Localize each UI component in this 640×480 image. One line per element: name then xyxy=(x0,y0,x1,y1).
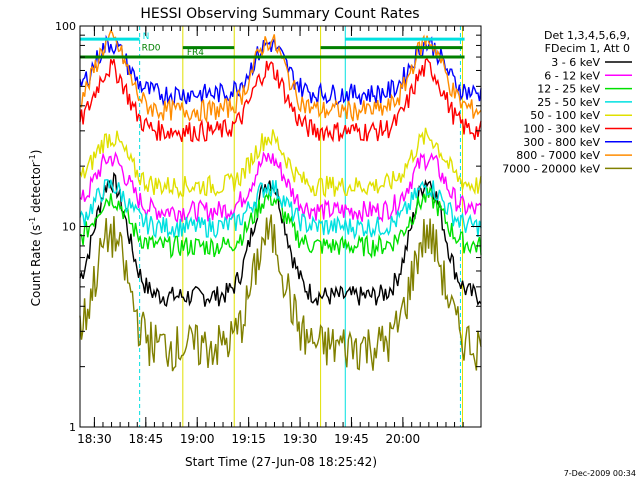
legend-label-2: 6 - 12 keV xyxy=(544,69,600,82)
y-axis-label-main: Count Rate (s xyxy=(29,225,43,307)
x-tick-label: 19:30 xyxy=(283,432,318,446)
chart-title: HESSI Observing Summary Count Rates xyxy=(140,6,419,22)
y-axis-label-sup: -1 xyxy=(28,217,37,225)
x-tick-label: 19:15 xyxy=(231,432,266,446)
footer-date: 7-Dec-2009 00:34 xyxy=(564,469,636,478)
y-tick-label: 10 xyxy=(62,221,76,234)
legend-label-1: 3 - 6 keV xyxy=(551,56,600,69)
flag-label-n: N xyxy=(143,32,150,42)
flag-label-rd0: RD0 xyxy=(142,44,161,54)
y-axis-label-sup2: -1 xyxy=(28,154,37,162)
x-axis-label: Start Time (27-Jun-08 18:25:42) xyxy=(185,455,377,469)
y-tick-label: 100 xyxy=(55,20,76,33)
plot-frame xyxy=(79,25,482,428)
y-axis-label-close: ) xyxy=(29,150,43,155)
legend-label-4: 25 - 50 keV xyxy=(537,96,600,109)
legend-label-7: 300 - 800 keV xyxy=(523,136,600,149)
y-tick-label: 1 xyxy=(69,421,76,434)
legend-header-2: FDecim 1, Att 0 xyxy=(545,42,630,55)
series-line-5 xyxy=(79,127,482,200)
series-line-9 xyxy=(79,214,482,372)
x-tick-label: 20:00 xyxy=(386,432,421,446)
series-line-4 xyxy=(79,179,482,240)
legend-label-9: 7000 - 20000 keV xyxy=(502,162,600,175)
series-line-8 xyxy=(79,29,482,124)
legend-label-8: 800 - 7000 keV xyxy=(516,149,600,162)
legend-label-3: 12 - 25 keV xyxy=(537,83,600,96)
x-tick-label: 18:30 xyxy=(77,432,112,446)
x-tick-label: 19:00 xyxy=(180,432,215,446)
legend-header-1: Det 1,3,4,5,6,9, xyxy=(544,29,630,42)
flag-label-fr4: FR4 xyxy=(187,48,204,58)
y-axis-label-end: detector xyxy=(29,162,43,217)
legend: Det 1,3,4,5,6,9, FDecim 1, Att 0 3 - 6 k… xyxy=(502,29,632,175)
axes: 1 10 100 18:30 18:45 19:00 19:15 19:30 19:45 20:0… xyxy=(55,20,482,446)
series-line-6 xyxy=(79,57,482,143)
legend-label-6: 100 - 300 keV xyxy=(523,123,600,136)
plot-area: N RD0 FR4 xyxy=(79,26,482,427)
legend-label-5: 50 - 100 keV xyxy=(530,109,600,122)
x-tick-label: 19:45 xyxy=(334,432,369,446)
y-axis-label: Count Rate (s-1 detector-1) xyxy=(28,150,43,307)
x-tick-label: 18:45 xyxy=(129,432,164,446)
